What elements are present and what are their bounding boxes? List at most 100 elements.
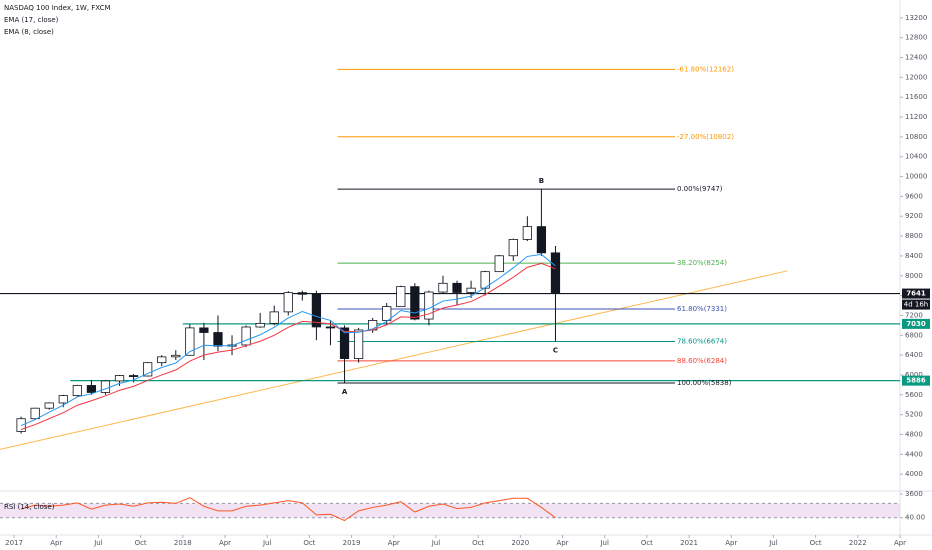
candle-body — [283, 292, 293, 313]
x-tick-label: Jul — [93, 539, 103, 547]
candle-body — [339, 327, 350, 359]
x-tick-label: 2019 — [343, 539, 361, 547]
candle-body — [114, 375, 125, 382]
candle-body — [424, 291, 434, 320]
y-tick-label: 9600 — [905, 192, 923, 200]
candle-body — [494, 255, 504, 273]
x-tick-label: 2020 — [511, 539, 529, 547]
point-label: A — [342, 388, 348, 396]
chart-title: NASDAQ 100 Index, 1W, FXCM — [4, 4, 111, 12]
price-tag-label: 7641 — [906, 290, 926, 298]
x-tick-label: Apr — [50, 539, 62, 547]
price-tag-label: 5886 — [906, 377, 926, 385]
x-tick-label: Oct — [135, 539, 147, 547]
x-tick-label: 2022 — [849, 539, 867, 547]
y-tick-label: 6800 — [905, 331, 923, 339]
y-tick-label: 5600 — [905, 391, 923, 399]
y-tick-label: 7200 — [905, 311, 923, 319]
x-tick-label: Apr — [556, 539, 568, 547]
fib-label: 100.00%(5838) — [677, 379, 732, 387]
x-tick-label: Apr — [219, 539, 231, 547]
y-tick-label: 10800 — [905, 133, 927, 141]
candle-body — [100, 380, 111, 393]
y-tick-label: 11600 — [905, 93, 927, 101]
candle-body — [30, 407, 40, 420]
x-tick-label: Oct — [810, 539, 822, 547]
legend-entry: EMA (8, close) — [4, 28, 54, 36]
countdown-label: 4d 16h — [904, 301, 928, 309]
candle-body — [382, 306, 392, 321]
y-tick-label: 12400 — [905, 54, 927, 62]
price-tag-label: 7030 — [906, 320, 926, 328]
fib-label: 78.60%(6674) — [677, 338, 727, 346]
candle-body — [297, 292, 307, 295]
candle-body — [466, 287, 476, 293]
candle-body — [311, 293, 322, 328]
fib-label: -27.00%(10802) — [677, 133, 734, 141]
y-tick-label: 40.00 — [905, 514, 925, 522]
x-tick-label: Apr — [725, 539, 737, 547]
y-tick-label: 12800 — [905, 34, 927, 42]
y-tick-label: 9200 — [905, 212, 923, 220]
candle-body — [522, 226, 532, 240]
candle-body — [353, 329, 364, 359]
candle-body — [508, 239, 518, 257]
candle-body — [452, 282, 462, 293]
candle-body — [550, 252, 561, 294]
candle-body — [157, 356, 167, 364]
x-tick-label: Jul — [599, 539, 609, 547]
fib-label: 88.60%(6284) — [677, 357, 727, 365]
ema-line — [20, 253, 556, 427]
y-tick-label: 6000 — [905, 371, 923, 379]
candle-body — [44, 402, 54, 409]
y-tick-label: 4800 — [905, 430, 923, 438]
fib-label: 0.00%(9747) — [677, 185, 723, 193]
x-tick-label: Jul — [431, 539, 441, 547]
legend-entry: EMA (17, close) — [4, 16, 59, 24]
y-tick-label: 8400 — [905, 252, 923, 260]
candle-body — [255, 322, 265, 328]
fib-label: -61.80%(12162) — [677, 65, 734, 73]
y-tick-label: 10000 — [905, 173, 927, 181]
candle-body — [396, 286, 406, 308]
candle-body — [128, 375, 139, 377]
x-tick-label: 2021 — [680, 539, 698, 547]
x-tick-label: Apr — [388, 539, 400, 547]
rsi-band — [0, 503, 900, 518]
rsi-line — [20, 497, 556, 522]
x-tick-label: 2018 — [174, 539, 192, 547]
y-tick-label: 5200 — [905, 411, 923, 419]
y-tick-label: 13200 — [905, 14, 927, 22]
price-tag — [902, 375, 930, 386]
x-tick-label: 2017 — [5, 539, 23, 547]
candle-body — [438, 282, 448, 293]
candle-body — [199, 327, 209, 333]
y-tick-label: 10400 — [905, 153, 927, 161]
x-tick-label: Oct — [472, 539, 484, 547]
candle-body — [185, 327, 195, 356]
fib-label: 61.80%(7331) — [677, 305, 727, 313]
y-tick-label: 4400 — [905, 450, 923, 458]
candle-body — [536, 226, 547, 254]
y-tick-label: 4000 — [905, 470, 923, 478]
fib-label: 38.20%(8254) — [677, 259, 727, 267]
ema-line — [20, 262, 556, 430]
point-label: B — [539, 177, 544, 185]
rsi-title: RSI (14, close) — [4, 503, 55, 511]
candle-body — [72, 385, 82, 396]
candle-body — [213, 332, 223, 347]
candle-body — [269, 311, 279, 324]
y-tick-label: 8000 — [905, 272, 923, 280]
price-tag — [902, 288, 930, 299]
y-tick-label: 3600 — [905, 490, 923, 498]
x-tick-label: Oct — [641, 539, 653, 547]
y-tick-label: 11200 — [905, 113, 927, 121]
candle-body — [143, 362, 153, 377]
y-tick-label: 12000 — [905, 73, 927, 81]
candle-body — [325, 326, 336, 329]
candle-body — [410, 286, 420, 320]
candle-body — [171, 354, 181, 358]
x-tick-label: Jul — [768, 539, 778, 547]
point-label: C — [553, 347, 558, 355]
